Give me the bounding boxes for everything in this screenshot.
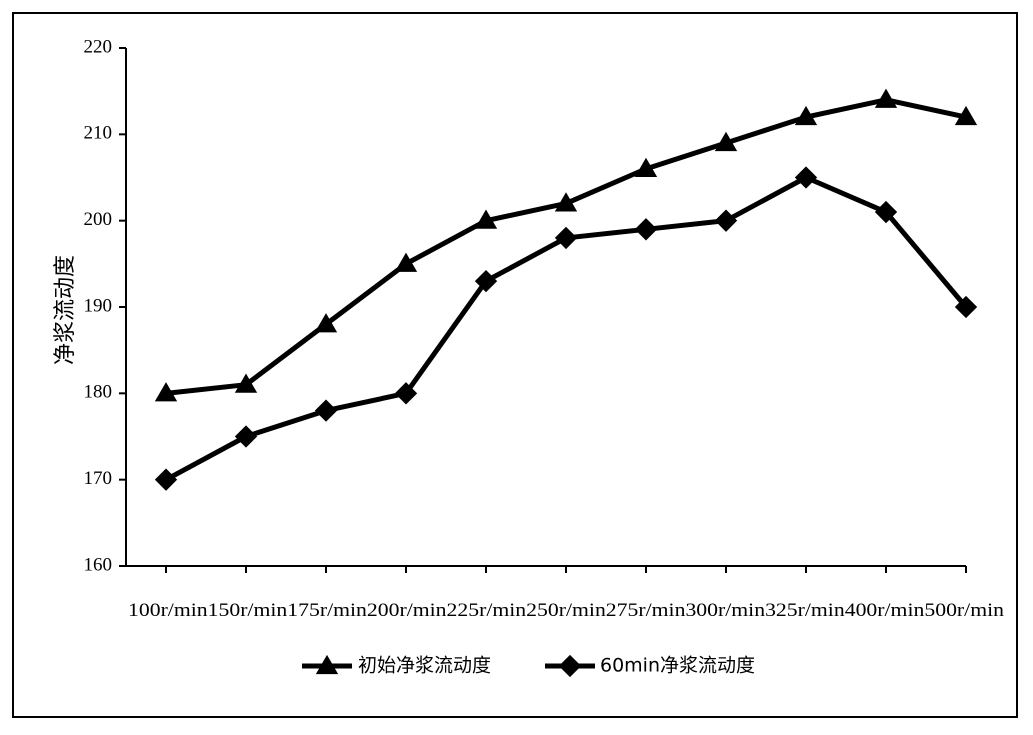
y-tick-label: 200 [84, 209, 113, 230]
data-point [234, 373, 258, 393]
chart-frame [12, 12, 1018, 718]
x-tick-label: 200r/min [367, 600, 447, 621]
x-tick-label: 225r/min [447, 600, 527, 621]
data-point [314, 399, 338, 422]
legend-item: 60min净浆流动度 [545, 655, 755, 678]
legend-label: 初始净浆流动度 [358, 655, 491, 677]
y-tick-label: 180 [84, 382, 113, 403]
data-point [874, 88, 898, 108]
y-axis-label: 净浆流动度 [53, 255, 78, 365]
legend-marker [558, 654, 582, 678]
data-point [554, 226, 578, 250]
data-point [954, 295, 978, 319]
x-tick-label: 300r/min [685, 600, 765, 621]
y-tick-label: 210 [84, 123, 113, 144]
data-point [474, 269, 498, 293]
y-tick-label: 170 [84, 468, 113, 489]
data-point [634, 157, 658, 177]
y-tick-label: 220 [84, 36, 113, 57]
data-point [474, 209, 498, 229]
x-tick-label: 175r/min [287, 600, 367, 621]
data-point [634, 218, 658, 241]
x-tick-label: 100r/min [128, 600, 208, 621]
y-tick-label: 160 [84, 554, 113, 575]
axes [125, 48, 966, 567]
data-point [234, 425, 258, 448]
legend-label: 60min净浆流动度 [600, 655, 755, 677]
series-2 [154, 166, 978, 491]
x-tick-label: 325r/min [765, 600, 845, 621]
data-point [154, 382, 178, 402]
y-ticks: 160 170 180 190 200 210 220 [84, 36, 126, 575]
data-point [954, 105, 978, 126]
y-tick-label: 190 [84, 295, 113, 316]
legend-marker [315, 654, 339, 675]
x-tick-label: 250r/min [526, 600, 606, 621]
legend-item: 初始净浆流动度 [302, 655, 491, 677]
data-point [714, 131, 738, 152]
legend: 初始净浆流动度 60min净浆流动度 [302, 655, 755, 678]
data-point [394, 382, 418, 405]
data-point [314, 313, 338, 333]
x-tick-label: 275r/min [606, 600, 686, 621]
data-point [714, 209, 738, 232]
x-tick-labels: 100r/min 150r/min 175r/min 200r/min 225r/min… [128, 600, 1005, 621]
data-point [794, 105, 818, 126]
series-1 [154, 88, 978, 402]
series-group [154, 88, 978, 491]
x-tick-label: 500r/min [924, 600, 1004, 621]
data-point [554, 192, 578, 212]
x-ticks: 100r/min 150r/min 175r/min 200r/min 225r/min… [128, 566, 1005, 621]
data-point [394, 252, 418, 272]
data-point [154, 468, 178, 491]
data-point [874, 200, 898, 224]
series-line [164, 175, 968, 482]
x-tick-label: 150r/min [208, 600, 288, 621]
data-point [794, 166, 818, 189]
x-tick-label: 400r/min [845, 600, 925, 621]
